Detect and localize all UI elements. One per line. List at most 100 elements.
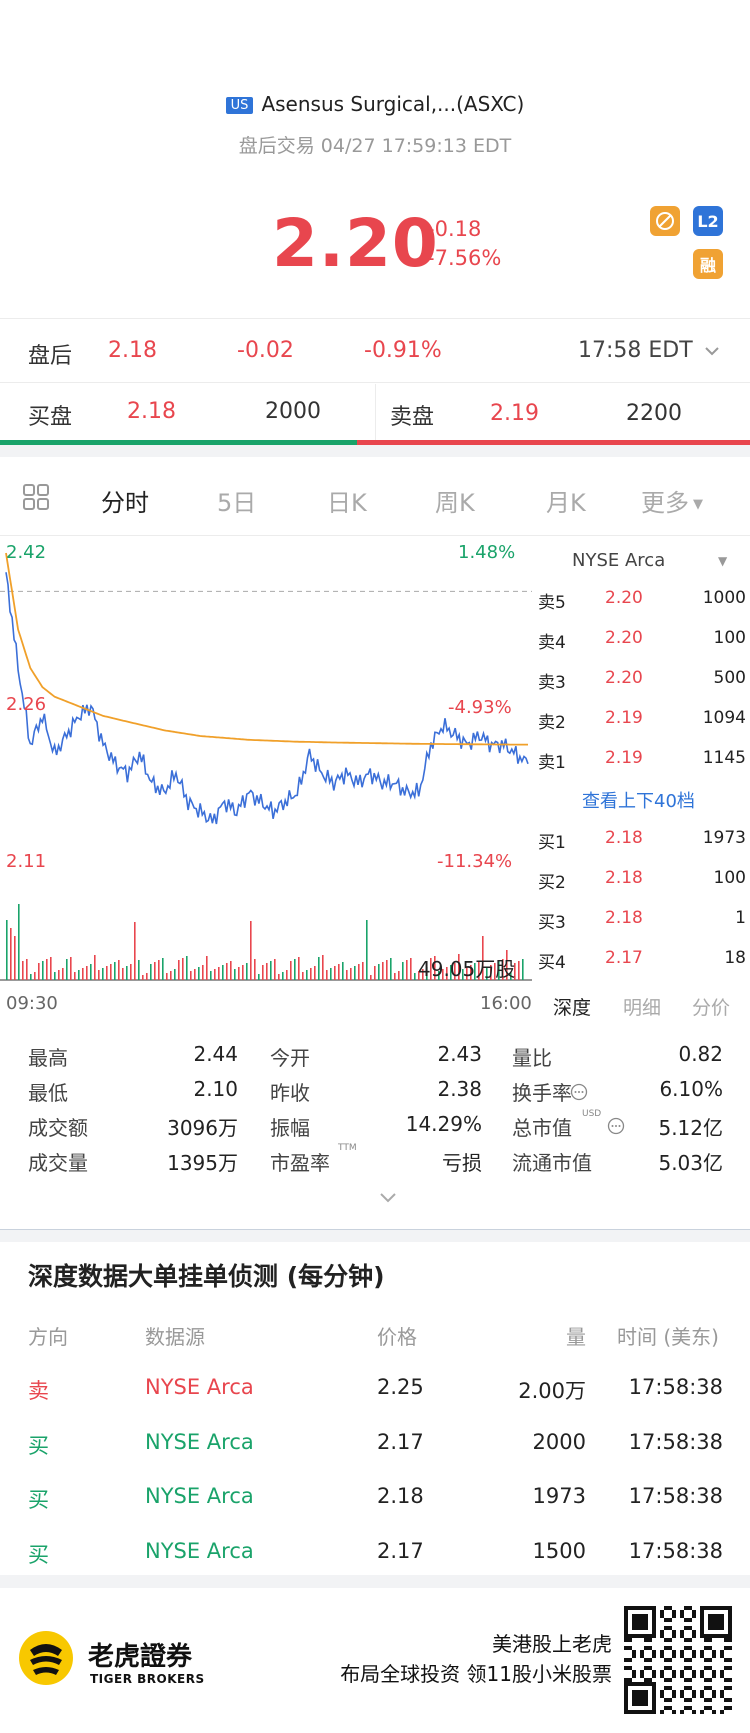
tab-more[interactable]: 更多 ▼ (641, 483, 703, 518)
qr-module (704, 1646, 708, 1650)
qr-module (692, 1610, 696, 1614)
qr-module (640, 1650, 644, 1654)
stat-label: 最高 (28, 1046, 68, 1070)
info-icon[interactable] (607, 1117, 625, 1139)
qr-module (648, 1638, 652, 1642)
stat-label: 市盈率 (270, 1151, 330, 1175)
volume-bar (430, 958, 432, 980)
qr-module (720, 1710, 724, 1714)
volume-bar (14, 936, 16, 980)
volume-bar (142, 975, 144, 980)
ask-level-volume: 1094 (702, 708, 746, 728)
caret-down-icon[interactable]: ▼ (718, 554, 728, 568)
tab-depth[interactable]: 深度 (553, 997, 592, 1019)
ask-level-label: 卖3 (538, 673, 566, 693)
exchange-select[interactable]: NYSE Arca (572, 550, 666, 571)
qr-module (640, 1674, 644, 1678)
order-price: 2.17 (377, 1538, 424, 1563)
qr-module (684, 1626, 688, 1630)
volume-bar (358, 964, 360, 980)
expand-chevron-icon[interactable] (378, 1190, 398, 1209)
volume-bar (338, 964, 340, 980)
volume-bar (502, 959, 504, 980)
section-gap (0, 1230, 750, 1242)
qr-module (664, 1638, 668, 1642)
qr-module (672, 1614, 676, 1618)
chevron-down-icon[interactable] (702, 341, 722, 365)
qr-module (692, 1614, 696, 1618)
order-direction: 买 (28, 1488, 49, 1512)
qr-module (624, 1646, 628, 1650)
after-hours-time[interactable]: 17:58 EDT (578, 338, 693, 363)
stat-label: 总市值 (512, 1116, 572, 1140)
qr-module (668, 1618, 672, 1622)
tab-weekly-k[interactable]: 周K (435, 489, 475, 517)
bid-level-label: 买3 (538, 913, 566, 933)
volume-bar (66, 959, 68, 980)
view-depth-link[interactable]: 查看上下40档 (582, 787, 695, 813)
qr-module (700, 1674, 704, 1678)
volume-bar (250, 921, 252, 980)
qr-module (728, 1706, 732, 1710)
volume-bar (458, 954, 460, 980)
volume-bar (178, 960, 180, 980)
bid-level-price: 2.17 (605, 948, 643, 968)
divider (0, 318, 750, 319)
slogan-line2: 布局全球投资 领11股小米股票 (340, 1662, 612, 1686)
volume-bar (86, 966, 88, 980)
tab-price-dist[interactable]: 分价 (692, 997, 731, 1019)
volume-bar (246, 963, 248, 980)
qr-module (664, 1666, 668, 1670)
qr-module (684, 1646, 688, 1650)
caret-down-icon: ▼ (693, 497, 703, 512)
volume-bar (278, 974, 280, 980)
order-time: 17:58:38 (628, 1429, 723, 1454)
after-hours-price: 2.18 (108, 338, 157, 363)
order-price: 2.25 (377, 1375, 424, 1399)
intraday-chart[interactable] (0, 535, 535, 990)
stat-label: 最低 (28, 1081, 68, 1105)
no-commission-icon[interactable] (650, 206, 680, 236)
volume-bar (166, 973, 168, 980)
qr-module (688, 1626, 692, 1630)
tab-intraday[interactable]: 分时 (101, 489, 149, 517)
volume-bar (342, 962, 344, 980)
volume-bar (362, 962, 364, 980)
qr-module (668, 1626, 672, 1630)
promo-footer[interactable]: 老虎證券 TIGER BROKERS 美港股上老虎 布局全球投资 领11股小米股… (0, 1588, 750, 1733)
margin-icon[interactable]: 融 (693, 249, 723, 279)
qr-module (660, 1694, 664, 1698)
qr-module (704, 1698, 708, 1702)
info-icon[interactable] (570, 1083, 588, 1105)
time-end: 16:00 (480, 993, 532, 1014)
qr-module (704, 1658, 708, 1662)
qr-module (688, 1666, 692, 1670)
ask-bar (0, 440, 750, 445)
tab-monthly-k[interactable]: 月K (546, 489, 586, 517)
stat-value: 6.10% (659, 1077, 723, 1101)
tab-5day[interactable]: 5日 (217, 489, 257, 517)
qr-module (644, 1638, 648, 1642)
qr-module (664, 1658, 668, 1662)
qr-module (684, 1658, 688, 1662)
qr-module (700, 1710, 704, 1714)
ask-level-volume: 100 (713, 628, 746, 648)
view-depth-link-label: 查看上下40档 (582, 791, 695, 812)
tab-daily-k[interactable]: 日K (327, 489, 367, 517)
volume-bar (306, 970, 308, 980)
l2-icon[interactable]: L2 (693, 206, 723, 236)
stat-value: 14.29% (405, 1112, 482, 1136)
ask-level-volume: 500 (713, 668, 746, 688)
last-price: 2.20 (272, 205, 439, 282)
tab-more-label: 更多 (641, 489, 689, 517)
order-time: 17:58:38 (628, 1538, 723, 1563)
qr-module (692, 1710, 696, 1714)
tab-details[interactable]: 明细 (623, 997, 662, 1019)
qr-module (688, 1638, 692, 1642)
grid-icon[interactable] (22, 483, 50, 515)
qr-module (680, 1634, 684, 1638)
usd-superscript: USD (582, 1109, 602, 1119)
bid-level-price: 2.18 (605, 868, 643, 888)
volume-bar (346, 970, 348, 980)
qr-module (660, 1710, 664, 1714)
